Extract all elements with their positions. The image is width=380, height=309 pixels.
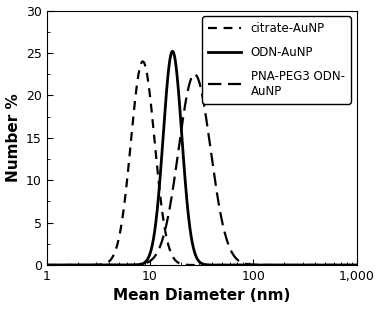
ODN-AuNP <box>170 49 175 53</box>
ODN-AuNP <box>177 97 181 101</box>
citrate-AuNP <box>315 263 320 267</box>
PNA-PEG3 ODN-
AuNP <box>80 263 84 267</box>
ODN-AuNP <box>163 101 168 105</box>
citrate-AuNP <box>44 263 49 267</box>
citrate-AuNP <box>141 60 145 63</box>
Y-axis label: Number %: Number % <box>6 93 21 182</box>
citrate-AuNP <box>177 261 181 265</box>
ODN-AuNP <box>348 263 353 267</box>
ODN-AuNP <box>354 263 359 267</box>
X-axis label: Mean Diameter (nm): Mean Diameter (nm) <box>113 288 290 303</box>
citrate-AuNP <box>80 263 84 267</box>
ODN-AuNP <box>98 263 103 267</box>
PNA-PEG3 ODN-
AuNP <box>163 226 168 230</box>
PNA-PEG3 ODN-
AuNP <box>177 144 181 148</box>
ODN-AuNP <box>44 263 49 267</box>
Line: ODN-AuNP: ODN-AuNP <box>47 51 356 265</box>
PNA-PEG3 ODN-
AuNP <box>354 263 359 267</box>
Line: citrate-AuNP: citrate-AuNP <box>47 61 356 265</box>
PNA-PEG3 ODN-
AuNP <box>98 263 103 267</box>
ODN-AuNP <box>315 263 320 267</box>
citrate-AuNP <box>163 231 168 235</box>
citrate-AuNP <box>348 263 353 267</box>
citrate-AuNP <box>98 263 103 267</box>
Legend: citrate-AuNP, ODN-AuNP, PNA-PEG3 ODN-
AuNP: citrate-AuNP, ODN-AuNP, PNA-PEG3 ODN- Au… <box>202 16 351 104</box>
Line: PNA-PEG3 ODN-
AuNP: PNA-PEG3 ODN- AuNP <box>47 74 356 265</box>
citrate-AuNP <box>354 263 359 267</box>
PNA-PEG3 ODN-
AuNP <box>44 263 49 267</box>
PNA-PEG3 ODN-
AuNP <box>192 72 197 76</box>
ODN-AuNP <box>80 263 84 267</box>
PNA-PEG3 ODN-
AuNP <box>348 263 353 267</box>
PNA-PEG3 ODN-
AuNP <box>315 263 320 267</box>
